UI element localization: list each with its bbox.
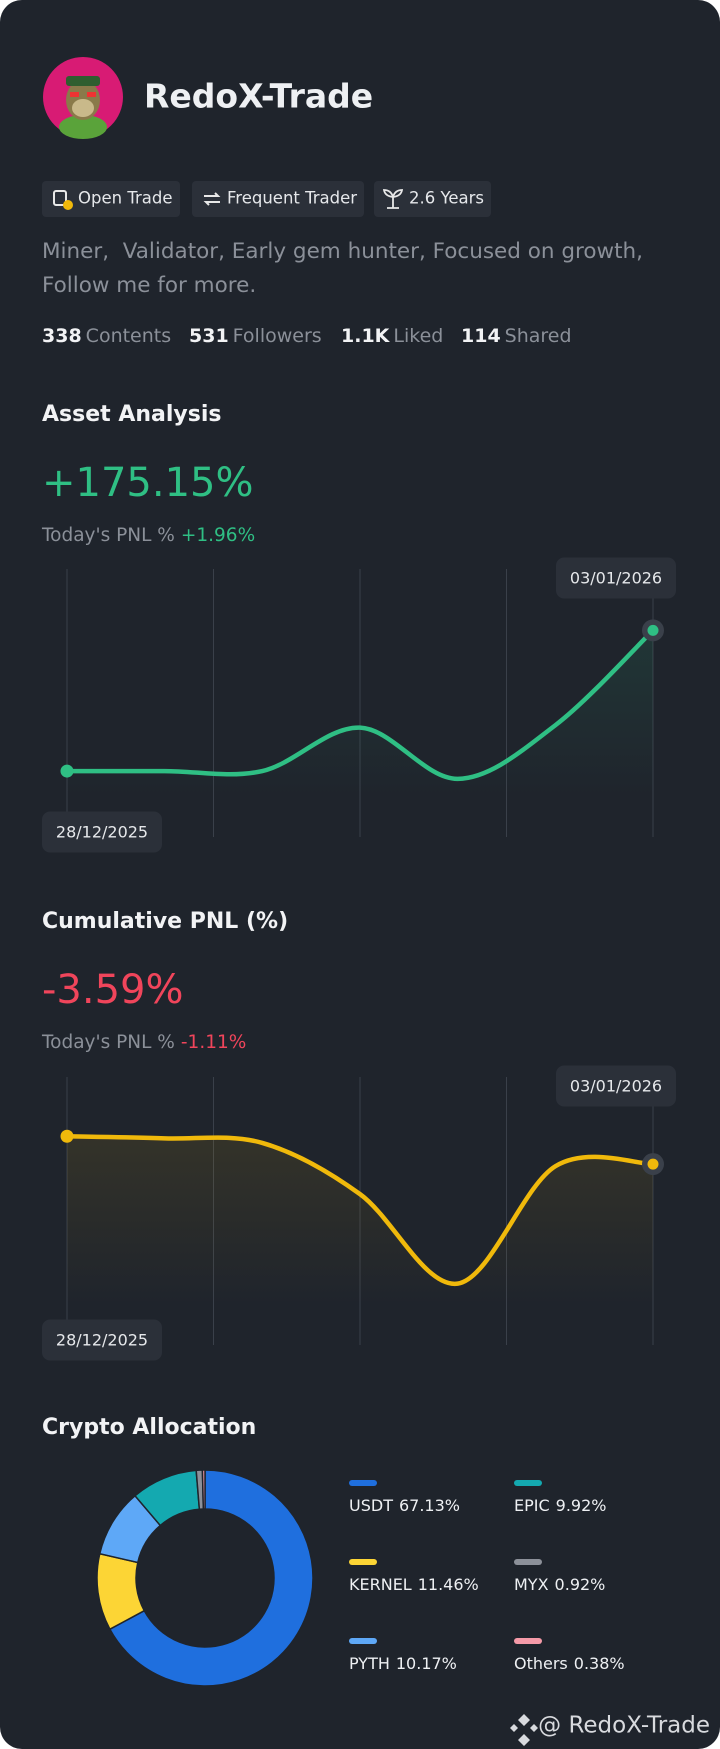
legend-name: PYTH <box>349 1654 390 1673</box>
legend-entry: USDT 67.13% <box>349 1496 460 1515</box>
legend-value: 10.17% <box>396 1654 457 1673</box>
stat-value: 114 <box>461 325 501 347</box>
legend-swatch <box>349 1559 377 1565</box>
donut-segment <box>201 1469 206 1510</box>
date-tag: 03/01/2026 <box>570 1077 662 1096</box>
legend-swatch <box>514 1638 542 1644</box>
date-tag: 03/01/2026 <box>570 569 662 588</box>
badge: 2.6 Years <box>374 181 491 217</box>
end-point <box>647 1158 659 1170</box>
legend-name: USDT <box>349 1496 393 1515</box>
legend-entry: MYX 0.92% <box>514 1575 605 1594</box>
stat-label: Liked <box>393 325 443 347</box>
headline-value: +175.15% <box>42 460 253 506</box>
date-tag: 28/12/2025 <box>56 823 148 842</box>
today-pnl-value: -1.11% <box>181 1032 246 1053</box>
badge: Open Trade <box>42 181 180 217</box>
start-point <box>60 764 74 778</box>
stat: 1.1K Liked <box>341 325 443 347</box>
legend-value: 0.38% <box>574 1654 625 1673</box>
legend-value: 9.92% <box>556 1496 607 1515</box>
section-title: Cumulative PNL (%) <box>42 909 288 934</box>
start-point <box>60 1129 74 1143</box>
headline-value: -3.59% <box>42 967 184 1013</box>
legend-swatch <box>349 1638 377 1644</box>
line <box>64 628 656 782</box>
line-area <box>67 1136 653 1305</box>
stat-label: Contents <box>86 325 171 347</box>
date-tag-background <box>556 1065 676 1107</box>
date-tag-background <box>42 1319 162 1361</box>
legend-entry: Others 0.38% <box>514 1654 625 1673</box>
legend-name: EPIC <box>514 1496 550 1515</box>
stat-value: 531 <box>189 325 229 347</box>
stat-value: 1.1K <box>341 325 391 347</box>
today-pnl-value: +1.96% <box>181 525 255 546</box>
today-pnl: Today's PNL % -1.11% <box>41 1032 246 1053</box>
donut-segment <box>108 1469 314 1687</box>
legend-swatch <box>514 1480 542 1486</box>
legend-entry: PYTH 10.17% <box>349 1654 457 1673</box>
legend-value: 67.13% <box>399 1496 460 1515</box>
date-tag-background <box>556 557 676 599</box>
watermark: @ RedoX-Trade <box>510 1713 710 1746</box>
legend-name: Others <box>514 1654 568 1673</box>
today-pnl-label: Today's PNL % <box>41 525 175 546</box>
stat-value: 338 <box>42 325 82 347</box>
badge: Frequent Trader <box>192 181 364 217</box>
date-tag: 28/12/2025 <box>56 1331 148 1350</box>
profile-name: RedoX-Trade <box>144 77 373 116</box>
legend-swatch <box>514 1559 542 1565</box>
bio-line: Miner, Validator, Early gem hunter, Focu… <box>42 239 643 264</box>
legend-value: 0.92% <box>555 1575 606 1594</box>
legend-name: MYX <box>514 1575 549 1594</box>
section-title: Crypto Allocation <box>42 1415 256 1440</box>
section-title: Asset Analysis <box>42 402 221 427</box>
avatar <box>43 57 123 139</box>
stat-label: Shared <box>505 325 572 347</box>
badge-label: 2.6 Years <box>409 189 484 208</box>
legend-name: KERNEL <box>349 1575 412 1594</box>
today-pnl-label: Today's PNL % <box>41 1032 175 1053</box>
badge-label: Frequent Trader <box>227 189 357 208</box>
line-area <box>67 630 653 797</box>
end-point <box>647 624 659 636</box>
badge-label: Open Trade <box>78 189 173 208</box>
legend-entry: KERNEL 11.46% <box>349 1575 479 1594</box>
stat: 338 Contents <box>42 325 171 347</box>
stat: 531 Followers <box>189 325 322 347</box>
watermark-text: @ RedoX-Trade <box>538 1713 710 1739</box>
stat-label: Followers <box>233 325 322 347</box>
legend-swatch <box>349 1480 377 1486</box>
legend-entry: EPIC 9.92% <box>514 1496 606 1515</box>
bio-line: Follow me for more. <box>42 273 256 298</box>
today-pnl: Today's PNL % +1.96% <box>41 525 255 546</box>
legend-value: 11.46% <box>418 1575 479 1594</box>
date-tag-background <box>42 811 162 853</box>
stat: 114 Shared <box>461 325 572 347</box>
line <box>64 1133 656 1286</box>
